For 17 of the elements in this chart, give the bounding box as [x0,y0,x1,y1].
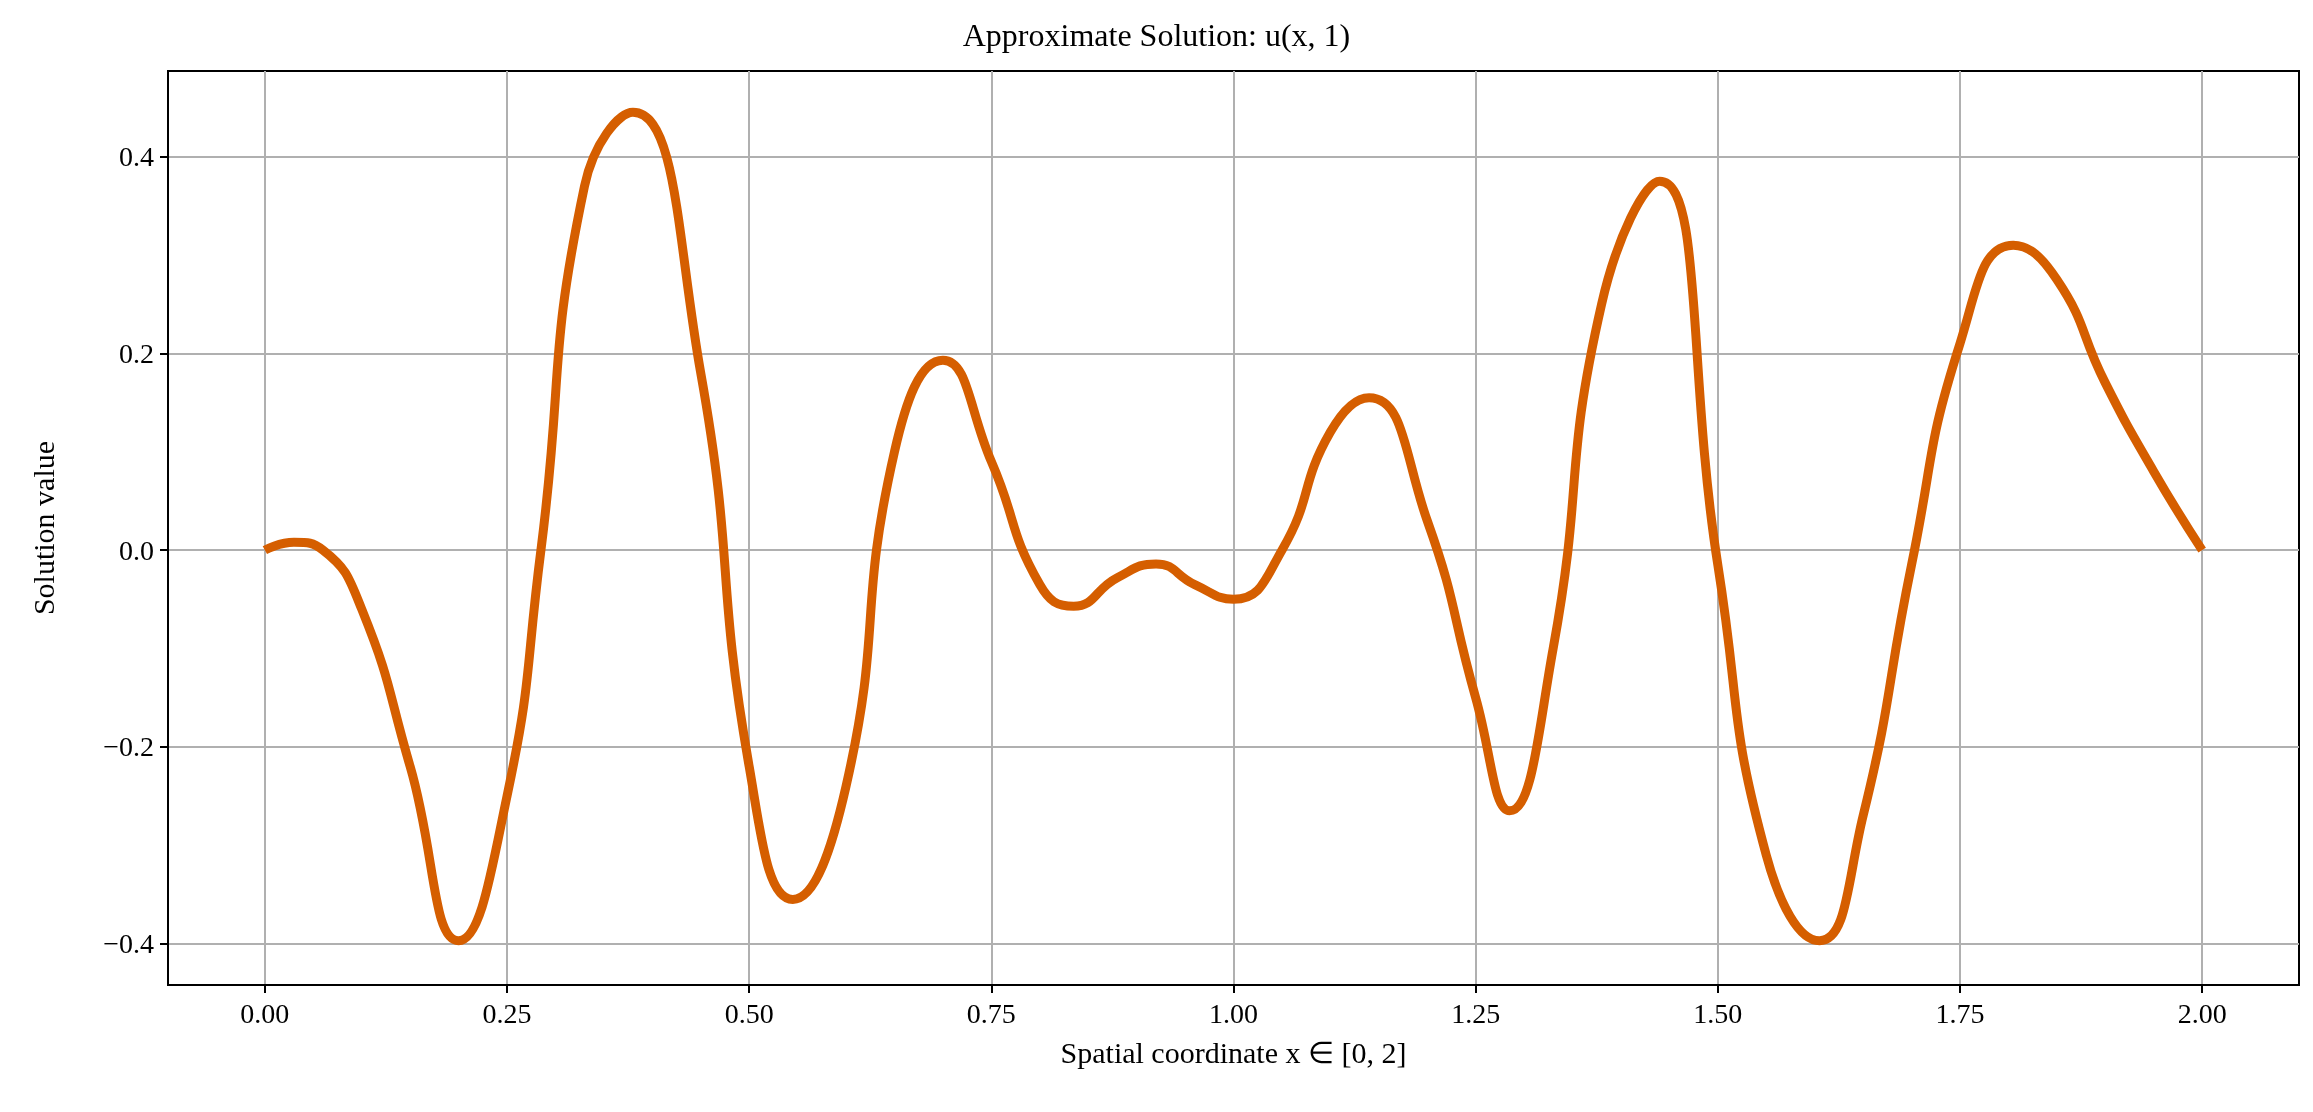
y-axis-title: Solution value [26,440,60,616]
x-tick-label: 1.00 [1209,997,1258,1029]
y-tick-label: −0.2 [103,731,154,763]
x-tick-label: 2.00 [2177,997,2227,1029]
x-tick-label: 1.50 [1693,997,1743,1029]
y-tick-label: 0.0 [119,534,154,566]
x-tick-label: 1.25 [1451,997,1501,1029]
x-tick-label: 0.50 [724,997,774,1029]
y-tick-label: −0.4 [103,928,154,960]
x-tick-label: 0.00 [240,997,290,1029]
x-tick-label: 0.25 [482,997,532,1029]
y-tick-label: 0.4 [119,141,154,173]
y-tick-label: 0.2 [119,337,154,369]
chart-title: Approximate Solution: u(x, 1) [962,17,1351,53]
x-tick-label: 0.75 [966,997,1016,1029]
x-tick-label: 1.75 [1935,997,1985,1029]
x-axis-title: Spatial coordinate x ∈ [0, 2] [1060,1035,1407,1069]
